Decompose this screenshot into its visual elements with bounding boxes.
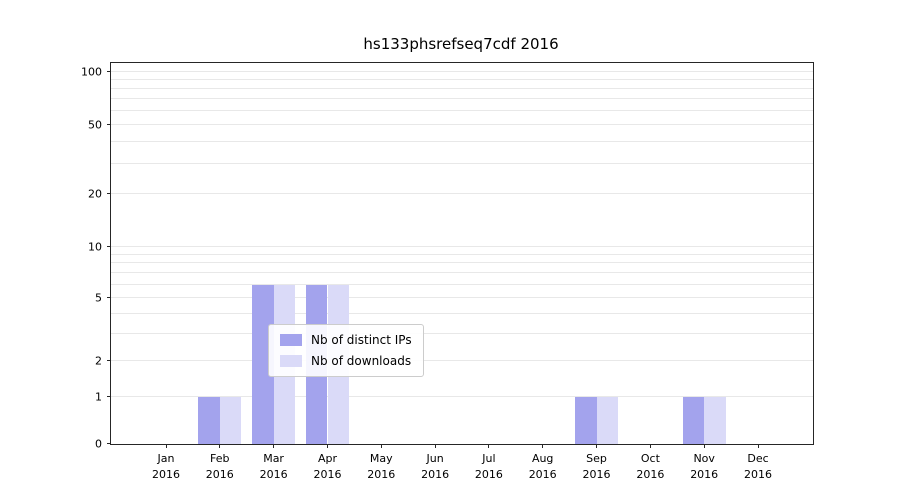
x-tick-mark — [273, 444, 275, 448]
x-tick-mark — [488, 444, 490, 448]
plot-area: 0 1 2 5 10 20 50 100 Jan 2016 Feb 2016 Mar 2016 Apr 201… — [81, 62, 814, 481]
legend-label: Nb of distinct IPs — [311, 333, 412, 347]
x-tick-label: Sep 2016 — [583, 451, 611, 483]
x-tick-label: Oct 2016 — [636, 451, 664, 483]
gridline — [111, 98, 813, 100]
x-tick-month: Oct — [640, 452, 660, 465]
x-tick-year: 2016 — [152, 468, 180, 481]
x-tick-label: Jul 2016 — [475, 451, 503, 483]
x-tick-month: Nov — [693, 452, 715, 465]
x-tick-label: Feb 2016 — [206, 451, 234, 483]
x-tick-label: Mar 2016 — [260, 451, 288, 483]
x-tick-mark — [757, 444, 759, 448]
bar-downloads — [596, 396, 618, 444]
x-tick-mark — [542, 444, 544, 448]
gridline — [111, 297, 813, 299]
legend-swatch — [280, 334, 302, 346]
gridline — [111, 395, 813, 397]
gridline — [111, 272, 813, 274]
x-tick-year: 2016 — [636, 468, 665, 481]
bar-downloads — [219, 396, 242, 444]
gridline — [111, 140, 813, 142]
x-tick-mark — [649, 444, 651, 448]
gridline — [111, 253, 813, 255]
x-tick-label: Dec 2016 — [744, 451, 772, 483]
x-tick-year: 2016 — [474, 468, 503, 481]
gridline — [111, 88, 813, 90]
gridline — [111, 71, 813, 73]
x-tick-label: Jun 2016 — [421, 451, 449, 483]
y-tick-label: 5 — [95, 291, 102, 305]
x-tick-label: Nov 2016 — [690, 451, 718, 483]
x-tick-mark — [703, 444, 705, 448]
x-tick-month: Jun — [426, 452, 444, 465]
x-tick-mark — [327, 444, 328, 448]
legend-item: Nb of distinct IPs — [280, 333, 412, 347]
x-tick-year: 2016 — [421, 468, 450, 481]
bar-distinct-ips — [575, 396, 597, 444]
y-tick-label: 50 — [88, 118, 102, 132]
x-tick-month: Jul — [482, 452, 496, 465]
y-tick-label: 10 — [88, 240, 102, 254]
x-tick-mark — [434, 444, 436, 448]
gridline — [111, 110, 813, 111]
y-tick-mark — [107, 297, 111, 299]
x-tick-year: 2016 — [582, 468, 611, 481]
x-tick-month: Sep — [586, 452, 607, 465]
legend-label: Nb of downloads — [311, 354, 412, 368]
y-tick-label: 100 — [81, 65, 102, 79]
legend: Nb of distinct IPs Nb of downloads — [268, 324, 424, 377]
x-tick-label: Jan 2016 — [152, 451, 180, 483]
x-tick-year: 2016 — [690, 468, 719, 481]
gridline — [111, 162, 813, 164]
x-tick-month: Apr — [317, 452, 338, 465]
gridline — [111, 245, 813, 247]
x-tick-year: 2016 — [313, 468, 342, 481]
x-tick-year: 2016 — [744, 468, 772, 481]
gridline — [111, 359, 813, 361]
x-tick-year: 2016 — [528, 468, 557, 481]
x-tick-mark — [380, 444, 382, 448]
x-tick-month: Mar — [263, 452, 284, 465]
y-tick-mark — [107, 123, 111, 125]
y-tick-label: 1 — [95, 390, 102, 403]
gridline — [111, 79, 813, 81]
y-tick-label: 2 — [95, 354, 102, 367]
gridline — [111, 333, 813, 335]
x-tick-mark — [219, 444, 221, 448]
y-tick-label: 0 — [95, 437, 102, 451]
legend-swatch — [280, 355, 302, 367]
gridline — [111, 193, 813, 195]
bar-distinct-ips — [198, 396, 220, 444]
x-tick-month: Jan — [157, 452, 175, 465]
y-tick-mark — [107, 359, 111, 361]
y-tick-label: 20 — [88, 187, 102, 201]
x-tick-month: Dec — [747, 452, 769, 465]
x-tick-month: Feb — [210, 452, 230, 465]
y-tick-mark — [107, 443, 111, 444]
x-tick-year: 2016 — [259, 468, 288, 481]
legend-item: Nb of downloads — [280, 354, 412, 368]
y-tick-mark — [107, 245, 111, 247]
x-tick-label: May 2016 — [367, 451, 395, 483]
x-tick-month: May — [369, 452, 393, 465]
chart-title: hs133phsrefseq7cdf 2016 — [363, 35, 559, 53]
gridline — [111, 123, 813, 125]
x-tick-year: 2016 — [367, 468, 396, 481]
x-tick-mark — [596, 444, 597, 448]
bar-distinct-ips — [682, 396, 705, 444]
gridline — [111, 262, 813, 264]
bar-downloads — [704, 396, 726, 444]
x-tick-year: 2016 — [205, 468, 234, 481]
gridline — [111, 283, 813, 285]
y-tick-mark — [107, 193, 111, 195]
gridline — [111, 313, 813, 315]
x-tick-mark — [165, 444, 167, 448]
x-tick-month: Aug — [531, 452, 554, 465]
x-tick-label: Apr 2016 — [314, 451, 342, 483]
x-tick-label: Aug 2016 — [529, 451, 557, 483]
y-tick-mark — [107, 71, 111, 73]
y-tick-mark — [107, 395, 111, 397]
